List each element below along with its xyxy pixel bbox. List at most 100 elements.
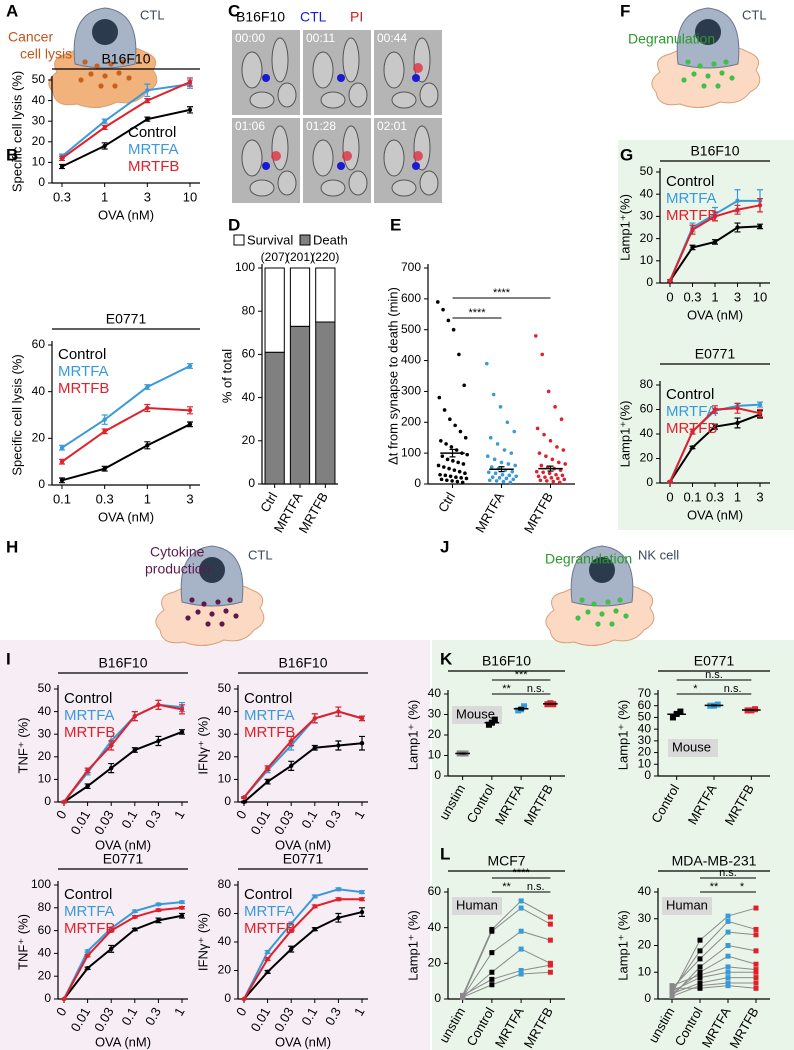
- y-tick-label: 80: [218, 877, 232, 891]
- chart-title: E0771: [695, 346, 736, 362]
- series-line: [243, 898, 362, 1000]
- point: [559, 417, 564, 422]
- point: [85, 768, 90, 773]
- series-line: [63, 703, 183, 803]
- point: [187, 422, 193, 427]
- point: [312, 926, 317, 932]
- series-line: [63, 906, 183, 1000]
- microscopy-header: B16F10: [236, 9, 285, 25]
- y-tick-label: 30: [428, 707, 442, 721]
- panel-letter: I: [6, 649, 11, 668]
- point: [757, 402, 763, 407]
- point: [132, 914, 137, 920]
- series-line: [243, 710, 363, 799]
- point: [753, 905, 759, 911]
- x-tick-label: 0.3: [683, 289, 701, 304]
- point: [757, 224, 763, 229]
- point: [145, 443, 150, 448]
- y-tick-label: 20: [242, 433, 256, 447]
- legend-swatch: [233, 234, 245, 246]
- granule: [227, 597, 233, 603]
- cell-label: CTL: [742, 7, 767, 22]
- point: [85, 953, 90, 958]
- annotation-box: [662, 897, 712, 915]
- point: [439, 439, 443, 443]
- point: [518, 946, 524, 952]
- point: [442, 465, 446, 469]
- point: [697, 969, 703, 975]
- point: [753, 961, 759, 967]
- y-tick-label: 50: [38, 681, 52, 695]
- point: [187, 408, 193, 413]
- point: [537, 451, 542, 455]
- point: [697, 985, 703, 991]
- point: [541, 470, 545, 475]
- error-bar: [547, 702, 554, 705]
- point: [725, 964, 731, 970]
- point: [493, 471, 498, 476]
- point: [725, 983, 731, 989]
- ctl-signal: [262, 162, 270, 170]
- point: [109, 928, 114, 933]
- y-tick-label: 0: [224, 794, 231, 808]
- y-tick-label: 80: [640, 377, 654, 391]
- x-axis-label: OVA (nM): [687, 507, 743, 522]
- x-axis-label: OVA (nM): [687, 307, 743, 322]
- x-tick-label: 0.3: [53, 189, 71, 204]
- point: [490, 475, 495, 480]
- cell-outline: [391, 91, 417, 109]
- cell-outline: [348, 170, 368, 196]
- granule: [591, 601, 597, 607]
- point: [156, 918, 161, 923]
- donor-line: [671, 931, 757, 989]
- point: [179, 899, 185, 905]
- pi-signal: [271, 151, 281, 161]
- point: [156, 902, 161, 907]
- point: [485, 454, 490, 459]
- chart-title: B16F10: [101, 51, 150, 67]
- significance-label: ****: [513, 867, 531, 879]
- y-axis-label: Lamp1⁺ (%): [615, 700, 630, 770]
- point: [725, 943, 731, 948]
- point: [509, 451, 514, 455]
- cell-outline: [342, 37, 360, 83]
- point: [156, 702, 161, 708]
- point: [690, 227, 695, 232]
- point: [536, 474, 541, 479]
- point: [109, 765, 114, 771]
- granule: [579, 597, 585, 603]
- y-tick-label: 100: [235, 260, 255, 274]
- schematic-label: Degranulation: [628, 31, 715, 47]
- y-tick-label: 500: [401, 322, 421, 336]
- panel-letter: F: [620, 1, 630, 20]
- point: [535, 426, 540, 431]
- point: [669, 985, 675, 991]
- point: [102, 429, 107, 434]
- panel-letter: A: [6, 1, 18, 20]
- point: [336, 709, 341, 714]
- cell-outline: [249, 91, 275, 109]
- point: [461, 462, 466, 466]
- point: [690, 429, 695, 434]
- point: [518, 928, 524, 934]
- cell-outline: [320, 179, 346, 197]
- point: [555, 445, 559, 449]
- point: [757, 410, 763, 416]
- y-tick-label: 0: [248, 476, 255, 490]
- donor-line: [462, 900, 551, 996]
- point: [457, 352, 461, 357]
- point: [463, 471, 467, 476]
- cell-outline: [271, 125, 289, 171]
- point: [545, 479, 549, 483]
- chart-title: B16F10: [98, 655, 147, 671]
- x-tick-label: 0.3: [96, 491, 114, 506]
- bar-segment: [315, 321, 336, 485]
- point: [547, 471, 552, 476]
- bar-segment: [264, 267, 285, 353]
- point: [489, 950, 495, 956]
- granule: [599, 611, 605, 617]
- point: [489, 465, 494, 469]
- significance-label: ****: [468, 307, 486, 319]
- point: [753, 967, 759, 973]
- point: [102, 143, 107, 149]
